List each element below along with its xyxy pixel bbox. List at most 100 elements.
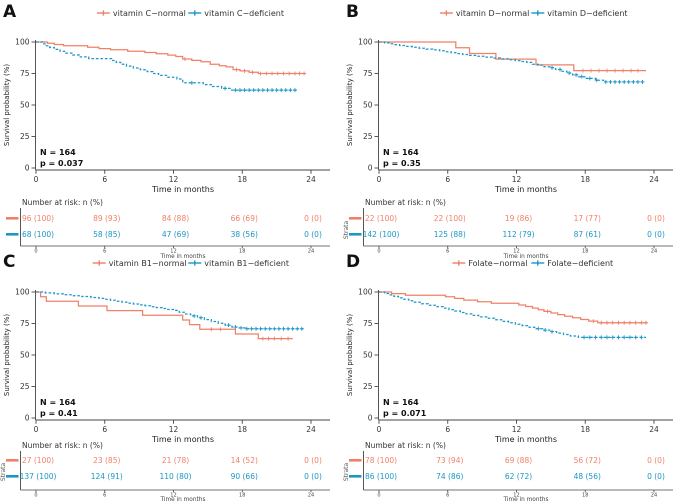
x-tick-label: 18	[580, 175, 590, 184]
risk-count: 47 (69)	[162, 230, 189, 239]
n-annotation: N = 164	[40, 148, 76, 157]
censor-mark-icon	[209, 327, 214, 332]
risk-count: 0 (0)	[304, 472, 322, 481]
y-tick-label: 100	[358, 288, 373, 297]
censor-mark-icon	[270, 71, 275, 76]
km-plot-D: D Folate−normal Folate−deficient 0 25 50 75 100…	[343, 252, 673, 501]
y-tick-label: 100	[15, 288, 30, 297]
x-tick-label: 24	[649, 425, 659, 434]
risk-axis-tick-label: 12	[513, 249, 519, 255]
censor-mark-icon	[192, 313, 197, 318]
censor-mark-icon	[599, 335, 604, 340]
risk-axis-tick-label: 18	[239, 493, 245, 499]
y-axis-title: Survival probability (%)	[346, 314, 354, 396]
risk-count: 17 (77)	[574, 214, 601, 223]
risk-table-header: Number at risk: n (%)	[365, 198, 446, 207]
censor-mark-icon	[605, 335, 610, 340]
x-tick-label: 18	[237, 175, 247, 184]
censor-mark-icon	[588, 68, 593, 73]
censor-mark-icon	[635, 79, 640, 84]
censor-mark-icon	[610, 320, 615, 325]
censor-mark-icon	[596, 68, 601, 73]
risk-count: 89 (93)	[93, 214, 120, 223]
risk-axis-tick-label: 12	[513, 493, 519, 499]
legend-label: vitamin B1−normal	[109, 259, 187, 268]
y-tick-label: 0	[25, 414, 30, 423]
panel-letter: C	[3, 252, 15, 272]
legend-label: vitamin D−normal	[456, 9, 530, 18]
n-annotation: N = 164	[383, 398, 419, 407]
survival-curve	[379, 41, 644, 83]
risk-count: 0 (0)	[647, 214, 665, 223]
x-axis-title: Time in months	[494, 185, 557, 194]
y-axis-title: Survival probability (%)	[3, 314, 11, 396]
legend-label: vitamin C−normal	[113, 9, 186, 18]
censor-mark-icon	[218, 327, 223, 332]
y-tick-label: 50	[363, 351, 373, 360]
censor-mark-icon	[594, 78, 599, 83]
risk-count: 73 (94)	[436, 456, 463, 465]
x-axis-title: Time in months	[151, 435, 214, 444]
censor-mark-icon	[250, 70, 255, 75]
risk-count: 38 (56)	[231, 230, 258, 239]
censor-mark-icon	[267, 326, 272, 331]
risk-count: 86 (100)	[365, 472, 397, 481]
censor-mark-icon	[639, 335, 644, 340]
censor-mark-icon	[558, 67, 563, 72]
censor-mark-icon	[279, 88, 284, 93]
y-tick-label: 75	[363, 69, 373, 78]
x-tick-label: 12	[512, 175, 522, 184]
censor-mark-icon	[266, 336, 271, 341]
censor-mark-icon	[608, 79, 613, 84]
strata-axis-label: Strata	[343, 221, 350, 240]
risk-axis-tick-label: 0	[34, 249, 37, 255]
censor-mark-icon	[579, 74, 584, 79]
censor-mark-icon	[616, 320, 621, 325]
censor-mark-icon	[292, 88, 297, 93]
risk-count: 74 (86)	[436, 472, 463, 481]
censor-mark-icon	[260, 336, 265, 341]
y-tick-label: 100	[358, 38, 373, 47]
risk-axis-tick-label: 12	[170, 249, 176, 255]
x-tick-label: 6	[445, 425, 450, 434]
risk-count: 0 (0)	[304, 230, 322, 239]
censor-mark-icon	[290, 326, 295, 331]
risk-count: 142 (100)	[363, 230, 400, 239]
p-value-annotation: p = 0.071	[383, 409, 427, 418]
y-tick-label: 25	[363, 132, 373, 141]
n-annotation: N = 164	[383, 148, 419, 157]
censor-mark-icon	[281, 71, 286, 76]
survival-curve	[379, 291, 648, 324]
censor-mark-icon	[242, 88, 247, 93]
censor-mark-icon	[622, 320, 627, 325]
censor-mark-icon	[543, 328, 548, 333]
censor-mark-icon	[198, 315, 203, 320]
y-tick-label: 50	[20, 101, 30, 110]
censor-mark-icon	[242, 68, 247, 73]
n-annotation: N = 164	[40, 398, 76, 407]
y-tick-label: 50	[363, 101, 373, 110]
censor-mark-icon	[613, 79, 618, 84]
risk-count: 19 (86)	[505, 214, 532, 223]
censor-mark-icon	[591, 319, 596, 324]
censor-mark-icon	[258, 326, 263, 331]
legend-item: vitamin C−deficient	[188, 9, 284, 18]
risk-table-header: Number at risk: n (%)	[365, 441, 446, 450]
panel-letter: A	[3, 2, 17, 22]
risk-count: 0 (0)	[647, 472, 665, 481]
censor-mark-icon	[287, 71, 292, 76]
x-tick-label: 6	[102, 175, 107, 184]
risk-count: 56 (72)	[574, 456, 601, 465]
x-tick-label: 18	[237, 425, 247, 434]
censor-mark-icon	[627, 320, 632, 325]
x-axis-title: Time in months	[494, 435, 557, 444]
y-tick-label: 25	[363, 382, 373, 391]
censor-mark-icon	[593, 335, 598, 340]
censor-mark-icon	[613, 68, 618, 73]
risk-axis-tick-label: 12	[170, 493, 176, 499]
censor-mark-icon	[587, 335, 592, 340]
censor-mark-icon	[270, 88, 275, 93]
